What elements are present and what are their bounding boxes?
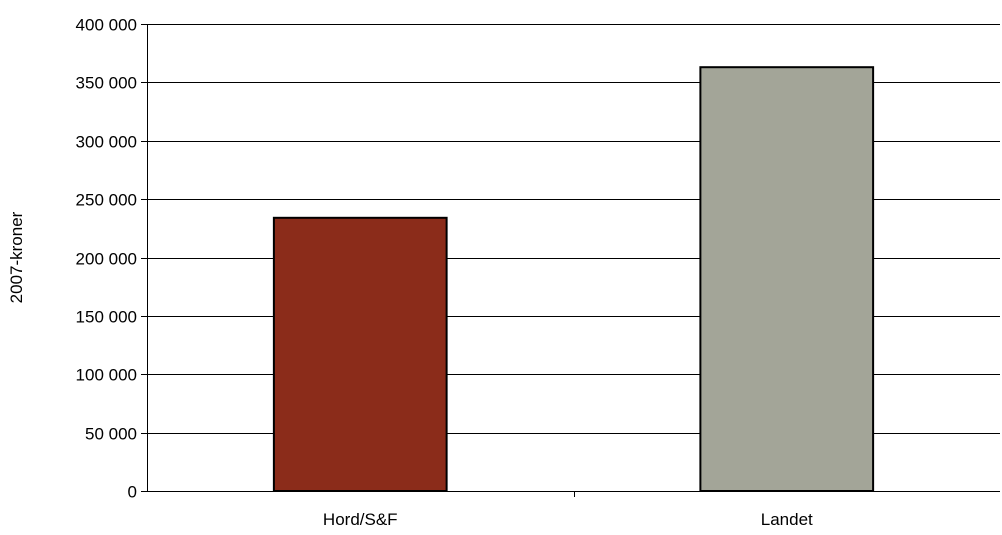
y-tick-label: 350 000 xyxy=(76,74,137,93)
y-tick-label: 300 000 xyxy=(76,133,137,152)
y-tick-label: 100 000 xyxy=(76,366,137,385)
x-tick-label: Hord/S&F xyxy=(323,510,398,529)
y-axis-label: 2007-kroner xyxy=(7,211,26,303)
y-tick-label: 150 000 xyxy=(76,308,137,327)
bar-1 xyxy=(272,216,448,492)
y-tick-label: 0 xyxy=(128,483,137,502)
x-ticks: Hord/S&F Landet xyxy=(323,491,813,529)
bar-2 xyxy=(699,66,875,492)
y-tick-label: 250 000 xyxy=(76,191,137,210)
x-tick-label: Landet xyxy=(761,510,813,529)
axes xyxy=(147,24,1000,492)
y-ticks: 0 50 000 100 000 150 000 200 000 250 000 300 0… xyxy=(76,16,147,502)
bars xyxy=(272,66,875,492)
y-tick-label: 400 000 xyxy=(76,16,137,35)
y-tick-label: 50 000 xyxy=(85,425,137,444)
y-tick-label: 200 000 xyxy=(76,250,137,269)
